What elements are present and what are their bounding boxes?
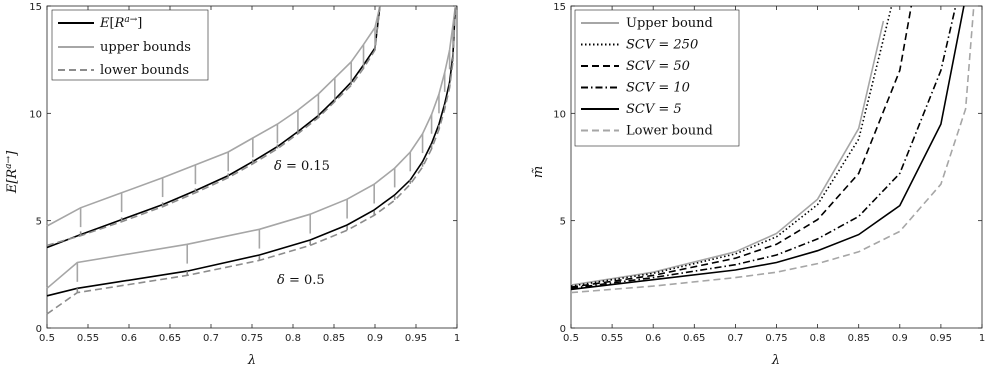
left-series-exact-3	[46, 5, 457, 297]
right-xtick-label: 0.75	[765, 333, 787, 344]
legend-right: Upper bound SCV = 250 SCV = 50 SCV = 10 SCV …	[574, 9, 740, 147]
left-xtick-label: 0.85	[323, 333, 345, 344]
right-series-scv-50-2	[570, 5, 913, 288]
left-xtick-label: 0.8	[285, 333, 301, 344]
x-axis-label-right: λ	[771, 353, 780, 368]
right-xtick-label: 0.6	[645, 333, 661, 344]
right-ytick-label: 5	[560, 217, 566, 228]
legend-left: E[Ra→] upper bounds lower bounds	[51, 9, 209, 81]
tick-labels-right: 0.5 0.55 0.6 0.65 0.7 0.75 0.8 0.85 0.9 0.95 10510…	[553, 2, 985, 344]
right-xtick-label: 0.85	[848, 333, 870, 344]
x-axis-label-left: λ	[247, 353, 256, 368]
left-ytick-label: 0	[36, 324, 42, 335]
annotation-delta-015: δ = 0.15	[274, 159, 330, 174]
right-xtick-label: 0.7	[727, 333, 743, 344]
y-axis-label-right: m̃	[531, 166, 546, 178]
series-left	[46, 5, 457, 315]
legend-label-3: SCV = 10	[626, 81, 690, 96]
left-xtick-label: 1	[454, 333, 460, 344]
right-xtick-label: 0.55	[601, 333, 623, 344]
y-axis-label-left: E[Ra→]	[4, 150, 20, 194]
tick-labels-left: 0.5 0.55 0.6 0.65 0.7 0.75 0.8 0.85 0.9 0.95 10510…	[29, 2, 460, 344]
left-ytick-label: 5	[36, 217, 42, 228]
right-xtick-label: 0.9	[892, 333, 908, 344]
left-xtick-label: 0.65	[159, 333, 181, 344]
right-series-scv-5-4	[570, 5, 965, 291]
legend-label-upper: upper bounds	[100, 40, 191, 55]
series-right	[570, 5, 975, 294]
right-ytick-label: 15	[553, 2, 566, 13]
right-series-scv-10-3	[570, 5, 957, 290]
right-xtick-label: 0.65	[683, 333, 705, 344]
legend-label-0: Upper bound	[626, 16, 713, 31]
left-series-lower-2	[46, 5, 381, 247]
right-xtick-label: 0.8	[810, 333, 826, 344]
right-series-scv-250-1	[570, 5, 893, 287]
left-xtick-label: 0.7	[203, 333, 219, 344]
right-ytick-label: 0	[560, 324, 566, 335]
left-ytick-label: 15	[29, 2, 42, 13]
right-series-upper-bound-0	[570, 20, 885, 286]
right-xtick-label: 0.5	[563, 333, 579, 344]
legend-label-4: SCV = 5	[626, 102, 682, 117]
right-ytick-label: 10	[553, 109, 566, 120]
left-series-lower-5	[46, 5, 457, 315]
left-xtick-label: 0.55	[77, 333, 99, 344]
right-xtick-label: 1	[979, 333, 985, 344]
legend-label-1: SCV = 250	[626, 38, 698, 53]
left-xtick-label: 0.5	[39, 333, 55, 344]
chart-left: 0.5 0.55 0.6 0.65 0.7 0.75 0.8 0.85 0.9 0.95 10510…	[4, 2, 460, 368]
right-series-lower-bound-5	[570, 5, 975, 294]
chart-right: 0.5 0.55 0.6 0.65 0.7 0.75 0.8 0.85 0.9 0.95 10510…	[531, 2, 985, 368]
left-xtick-label: 0.75	[241, 333, 263, 344]
annotation-delta-05: δ = 0.5	[277, 273, 325, 288]
right-xtick-label: 0.95	[930, 333, 952, 344]
left-ytick-label: 10	[29, 109, 42, 120]
left-xtick-label: 0.95	[405, 333, 427, 344]
legend-label-lower: lower bounds	[100, 63, 189, 78]
left-series-upper-4	[46, 5, 457, 289]
left-xtick-label: 0.9	[367, 333, 383, 344]
legend-label-2: SCV = 50	[626, 59, 690, 74]
left-xtick-label: 0.6	[121, 333, 137, 344]
legend-label-5: Lower bound	[626, 124, 713, 139]
